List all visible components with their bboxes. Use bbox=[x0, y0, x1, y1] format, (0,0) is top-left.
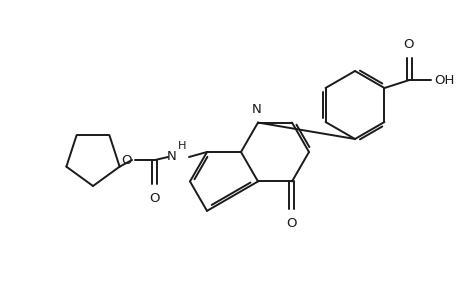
Text: N: N bbox=[167, 149, 177, 163]
Text: H: H bbox=[177, 141, 186, 151]
Text: N: N bbox=[252, 103, 261, 116]
Text: OH: OH bbox=[433, 74, 454, 86]
Text: O: O bbox=[121, 154, 132, 166]
Text: O: O bbox=[286, 218, 297, 230]
Text: O: O bbox=[403, 38, 413, 51]
Text: O: O bbox=[150, 192, 160, 205]
